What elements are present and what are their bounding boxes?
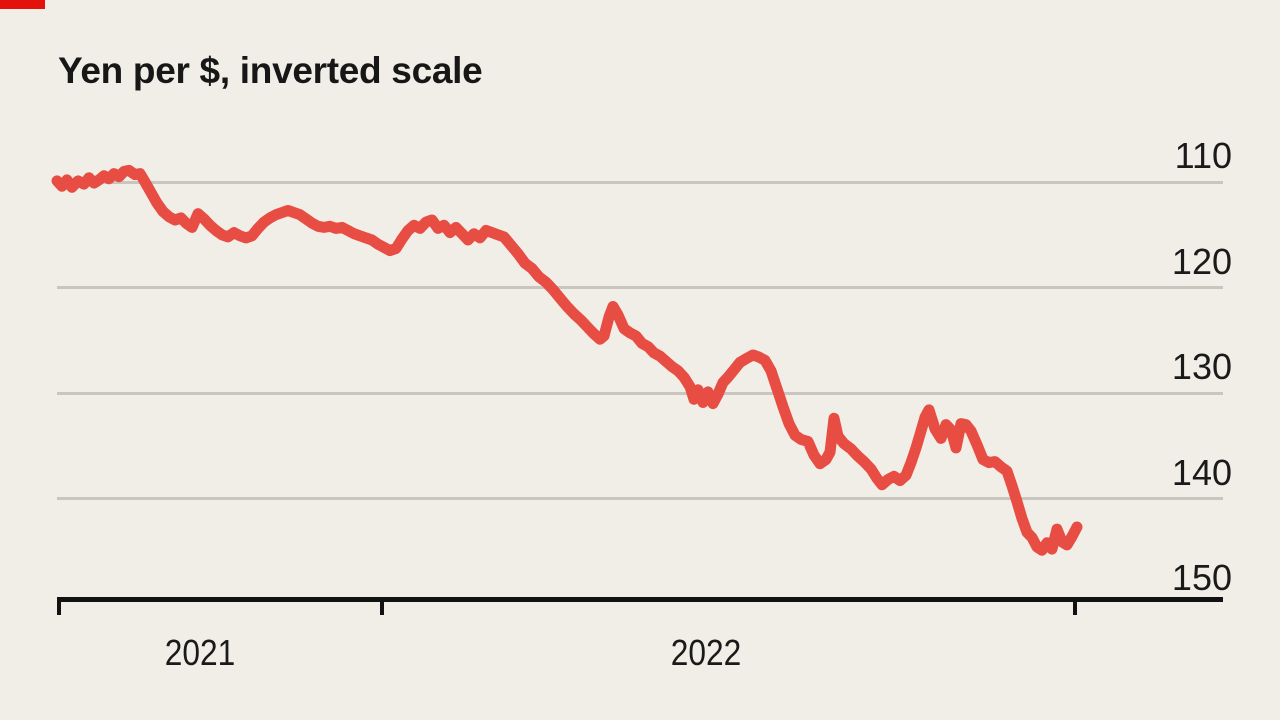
y-axis-label-110: 110 bbox=[1174, 135, 1232, 176]
x-axis-tick-0 bbox=[57, 602, 61, 615]
x-axis-label-2021: 2021 bbox=[164, 632, 236, 673]
x-axis-baseline bbox=[57, 597, 1223, 602]
chart-title: Yen per $, inverted scale bbox=[58, 50, 483, 91]
y-gridline-140 bbox=[57, 497, 1223, 500]
y-gridline-120 bbox=[57, 286, 1223, 289]
x-axis-label-2022: 2022 bbox=[670, 632, 742, 673]
y-axis-label-150: 150 bbox=[1171, 557, 1232, 598]
x-axis-tick-1 bbox=[380, 602, 384, 615]
x-axis-tick-2 bbox=[1073, 602, 1077, 615]
y-axis-label-140: 140 bbox=[1171, 451, 1232, 493]
y-gridline-110 bbox=[57, 181, 1223, 184]
economist-red-tab bbox=[0, 0, 45, 9]
yen-line-path bbox=[51, 164, 1083, 556]
y-axis-label-120: 120 bbox=[1171, 240, 1232, 282]
y-axis-label-130: 130 bbox=[1171, 346, 1232, 387]
y-gridline-130 bbox=[57, 392, 1223, 395]
